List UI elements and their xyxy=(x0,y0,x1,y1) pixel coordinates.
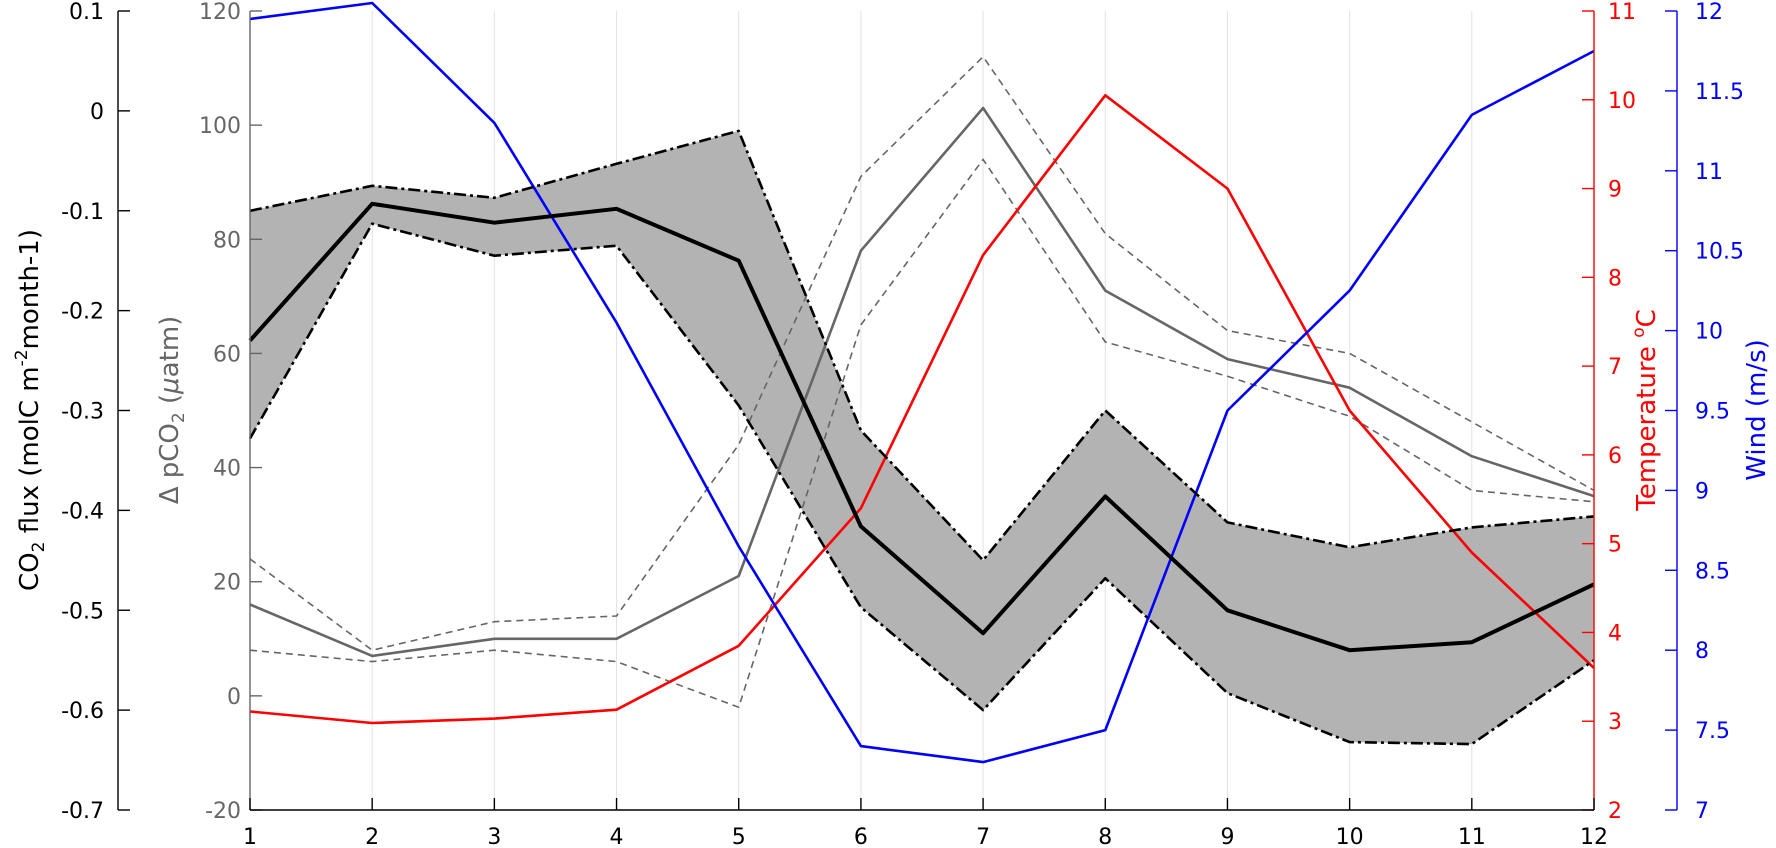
wind-axis-tick-label: 10 xyxy=(1695,320,1723,345)
dpco2-lower-line xyxy=(249,158,1595,709)
temperature-axis-title: Temperature oC xyxy=(1629,309,1662,512)
flux-uncertainty-band xyxy=(250,130,1594,745)
flux-mean-line xyxy=(248,201,1595,653)
x-axis-tick-label: 3 xyxy=(487,825,501,848)
x-axis-tick-label: 2 xyxy=(365,825,379,848)
flux-axis-tick-label: -0.1 xyxy=(61,200,104,225)
flux-axis-tick-label: 0 xyxy=(90,100,104,125)
plot-area xyxy=(248,1,1595,764)
dpco2-mean-line xyxy=(249,106,1595,658)
temperature-axis-tick-label: 3 xyxy=(1608,710,1622,735)
temperature-axis-tick-label: 2 xyxy=(1608,799,1622,824)
wind-axis-tick-label: 9 xyxy=(1695,479,1709,504)
flux-axis-tick-label: -0.2 xyxy=(61,300,104,325)
temperature-axis-tick-label: 9 xyxy=(1608,178,1622,203)
dpco2-axis-tick-label: 0 xyxy=(227,685,241,710)
flux-axis-tick-label: -0.6 xyxy=(61,699,104,724)
dpco2-axis-tick-label: -20 xyxy=(205,799,241,824)
wind-axis-tick-label: 12 xyxy=(1695,0,1723,25)
dpco2-axis-tick-label: 60 xyxy=(213,342,241,367)
dpco2-axis-tick-label: 20 xyxy=(213,571,241,596)
wind-axis-tick-label: 7 xyxy=(1695,799,1709,824)
x-axis-tick-label: 11 xyxy=(1458,825,1486,848)
flux-lower-line xyxy=(248,222,1595,746)
dpco2-axis-tick-label: 40 xyxy=(213,457,241,482)
temperature-axis-tick-label: 5 xyxy=(1608,533,1622,558)
axes: -0.7 -0.6 -0.5 -0.4 -0.3 -0.2 -0.1 0 0.1 -20 0 20 40… xyxy=(12,0,1772,848)
wind-axis-tick-label: 11.5 xyxy=(1695,80,1744,105)
flux-axis-title: CO2 flux (molC m-2month-1) xyxy=(12,229,49,591)
x-axis-tick-label: 8 xyxy=(1098,825,1112,848)
flux-axis-tick-label: -0.3 xyxy=(61,400,104,425)
wind-axis-tick-label: 7.5 xyxy=(1695,719,1730,744)
dpco2-upper-line xyxy=(249,55,1595,652)
wind-axis-tick-label: 10.5 xyxy=(1695,240,1744,265)
dpco2-axis-tick-label: 120 xyxy=(199,0,241,25)
x-axis-tick-label: 1 xyxy=(243,825,257,848)
flux-upper-line xyxy=(249,129,1595,562)
wind-axis-tick-label: 9.5 xyxy=(1695,400,1730,425)
flux-axis-tick-label: -0.4 xyxy=(61,499,104,524)
x-axis-tick-label: 7 xyxy=(976,825,990,848)
temperature-axis-tick-label: 4 xyxy=(1608,621,1622,646)
wind-line xyxy=(249,1,1595,764)
temperature-axis-tick-label: 7 xyxy=(1608,355,1622,380)
dpco2-axis-tick-label: 80 xyxy=(213,228,241,253)
flux-axis-tick-label: -0.5 xyxy=(61,599,104,624)
flux-axis-tick-label: 0.1 xyxy=(69,0,104,25)
temperature-axis-tick-label: 11 xyxy=(1608,0,1636,25)
wind-axis-tick-label: 8.5 xyxy=(1695,559,1730,584)
wind-axis-tick-label: 8 xyxy=(1695,639,1709,664)
x-axis-tick-label: 4 xyxy=(610,825,624,848)
x-axis-tick-label: 5 xyxy=(732,825,746,848)
temperature-axis-tick-label: 10 xyxy=(1608,89,1636,114)
temperature-line xyxy=(249,94,1595,725)
x-axis-tick-label: 6 xyxy=(854,825,868,848)
temperature-axis-tick-label: 8 xyxy=(1608,266,1622,291)
dpco2-axis-title: Δ pCO2 (μatm) xyxy=(155,316,189,505)
dpco2-axis-tick-label: 100 xyxy=(199,114,241,139)
wind-axis-title: Wind (m/s) xyxy=(1742,339,1772,481)
wind-axis-tick-label: 11 xyxy=(1695,160,1723,185)
x-axis-tick-label: 9 xyxy=(1220,825,1234,848)
x-axis-tick-label: 10 xyxy=(1336,825,1364,848)
x-axis-tick-label: 12 xyxy=(1580,825,1608,848)
flux-axis-tick-label: -0.7 xyxy=(61,799,104,824)
temperature-axis-tick-label: 6 xyxy=(1608,444,1622,469)
